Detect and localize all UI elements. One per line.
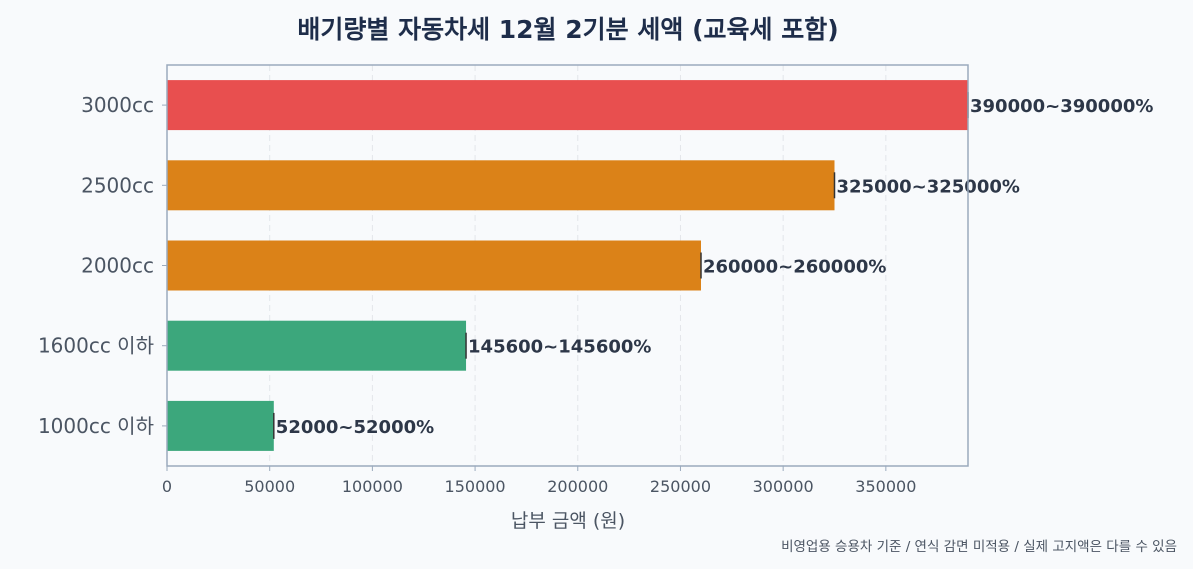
x-tick-label: 350000 bbox=[855, 477, 916, 496]
y-tick-label: 1600cc 이하 bbox=[38, 334, 154, 358]
data-label: 52000~52000% bbox=[276, 417, 434, 438]
bar bbox=[167, 400, 274, 451]
x-tick-label: 50000 bbox=[244, 477, 295, 496]
data-label: 260000~260000% bbox=[703, 257, 886, 278]
data-label: 325000~325000% bbox=[837, 176, 1020, 197]
y-tick-label: 2000cc bbox=[81, 254, 154, 278]
bar bbox=[167, 240, 701, 291]
x-tick-label: 150000 bbox=[445, 477, 506, 496]
x-tick-label: 0 bbox=[162, 477, 172, 496]
bar bbox=[167, 80, 968, 131]
footnote: 비영업용 승용차 기준 / 연식 감면 미적용 / 실제 고지액은 다를 수 있… bbox=[781, 539, 1177, 555]
x-tick-label: 250000 bbox=[650, 477, 711, 496]
y-tick-label: 2500cc bbox=[81, 173, 154, 197]
x-tick-label: 300000 bbox=[753, 477, 814, 496]
y-axis-ticks: 3000cc 2500cc 2000cc 1600cc 이하 1000cc 이하 bbox=[38, 93, 167, 438]
x-tick-label: 200000 bbox=[547, 477, 608, 496]
plot-frame bbox=[166, 64, 969, 467]
y-tick-label: 3000cc bbox=[81, 93, 154, 117]
x-tick-label: 100000 bbox=[342, 477, 403, 496]
x-axis-ticks: 0 50000 100000 150000 200000 250000 300000 3500… bbox=[162, 466, 916, 496]
chart-title: 배기량별 자동차세 12월 2기분 세액 (교육세 포함) bbox=[297, 15, 838, 44]
data-labels: 390000~390000% 325000~325000% 260000~26000… bbox=[273, 92, 1153, 439]
data-label: 390000~390000% bbox=[970, 96, 1153, 117]
bar bbox=[167, 320, 467, 371]
bar bbox=[167, 160, 835, 211]
x-axis-label: 납부 금액 (원) bbox=[511, 510, 625, 532]
data-label: 145600~145600% bbox=[468, 337, 651, 358]
bars bbox=[167, 80, 968, 451]
y-tick-label: 1000cc 이하 bbox=[38, 414, 154, 438]
